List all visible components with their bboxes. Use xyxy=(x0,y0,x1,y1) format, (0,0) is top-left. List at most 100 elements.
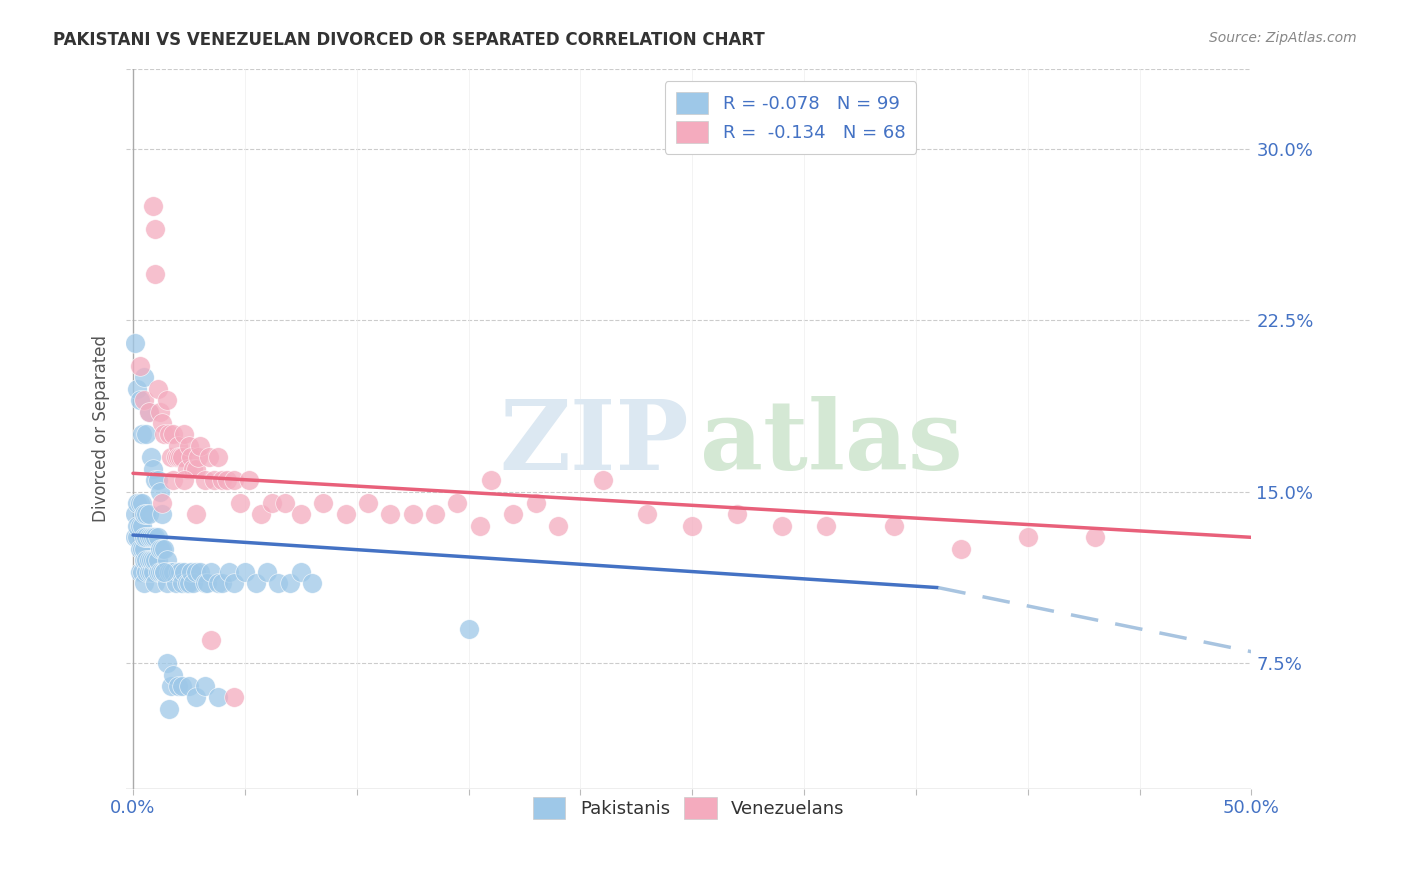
Point xyxy=(134,370,156,384)
Point xyxy=(267,576,290,591)
Point xyxy=(124,530,146,544)
Point xyxy=(479,473,502,487)
Point xyxy=(155,576,177,591)
Point xyxy=(169,565,191,579)
Point xyxy=(131,565,153,579)
Point xyxy=(157,565,180,579)
Point xyxy=(260,496,283,510)
Point xyxy=(142,565,165,579)
Point xyxy=(194,679,217,693)
Point xyxy=(160,565,183,579)
Point xyxy=(142,461,165,475)
Point xyxy=(184,690,207,705)
Text: ZIP: ZIP xyxy=(499,396,689,490)
Point xyxy=(124,508,146,522)
Point xyxy=(681,519,703,533)
Point xyxy=(139,565,162,579)
Point xyxy=(256,565,278,579)
Point xyxy=(138,565,160,579)
Point xyxy=(207,450,229,465)
Point xyxy=(155,553,177,567)
Point xyxy=(169,450,191,465)
Point xyxy=(146,565,169,579)
Point xyxy=(229,496,252,510)
Point xyxy=(725,508,748,522)
Point xyxy=(222,473,245,487)
Point xyxy=(157,427,180,442)
Point xyxy=(162,667,184,681)
Point xyxy=(138,508,160,522)
Point xyxy=(176,576,198,591)
Point xyxy=(139,553,162,567)
Point xyxy=(502,508,524,522)
Point xyxy=(131,519,153,533)
Point xyxy=(145,576,167,591)
Point xyxy=(138,553,160,567)
Point xyxy=(202,473,225,487)
Point xyxy=(135,553,157,567)
Point xyxy=(177,576,200,591)
Point xyxy=(592,473,614,487)
Point xyxy=(153,427,176,442)
Point xyxy=(180,565,202,579)
Point xyxy=(128,541,150,556)
Legend: Pakistanis, Venezuelans: Pakistanis, Venezuelans xyxy=(522,787,856,830)
Point xyxy=(134,508,156,522)
Point xyxy=(131,427,153,442)
Point xyxy=(883,519,905,533)
Point xyxy=(166,679,188,693)
Point xyxy=(172,450,194,465)
Point xyxy=(173,473,195,487)
Point xyxy=(135,530,157,544)
Point xyxy=(150,541,173,556)
Point xyxy=(222,690,245,705)
Point xyxy=(145,530,167,544)
Point xyxy=(184,508,207,522)
Point xyxy=(176,461,198,475)
Point xyxy=(335,508,357,522)
Point xyxy=(128,496,150,510)
Point xyxy=(200,565,222,579)
Point xyxy=(166,439,188,453)
Point xyxy=(142,199,165,213)
Point xyxy=(134,393,156,408)
Point xyxy=(177,679,200,693)
Point xyxy=(157,702,180,716)
Point xyxy=(146,382,169,396)
Point xyxy=(166,450,188,465)
Point xyxy=(138,530,160,544)
Point xyxy=(446,496,468,510)
Point xyxy=(138,404,160,418)
Point xyxy=(142,553,165,567)
Point xyxy=(180,450,202,465)
Point xyxy=(128,393,150,408)
Point xyxy=(139,530,162,544)
Point xyxy=(172,679,194,693)
Point xyxy=(150,496,173,510)
Point xyxy=(184,565,207,579)
Point xyxy=(155,393,177,408)
Point xyxy=(215,473,238,487)
Point xyxy=(194,473,217,487)
Point xyxy=(149,541,172,556)
Point xyxy=(134,541,156,556)
Point xyxy=(312,496,335,510)
Point xyxy=(815,519,838,533)
Point xyxy=(194,576,217,591)
Point xyxy=(135,508,157,522)
Point xyxy=(183,461,205,475)
Point xyxy=(233,565,256,579)
Point xyxy=(218,565,240,579)
Point xyxy=(222,576,245,591)
Point xyxy=(150,416,173,430)
Point xyxy=(146,473,169,487)
Point xyxy=(198,450,221,465)
Point xyxy=(172,576,194,591)
Point xyxy=(380,508,402,522)
Text: PAKISTANI VS VENEZUELAN DIVORCED OR SEPARATED CORRELATION CHART: PAKISTANI VS VENEZUELAN DIVORCED OR SEPA… xyxy=(53,31,765,49)
Point xyxy=(177,439,200,453)
Point xyxy=(146,553,169,567)
Point xyxy=(188,439,211,453)
Point xyxy=(162,473,184,487)
Point xyxy=(274,496,297,510)
